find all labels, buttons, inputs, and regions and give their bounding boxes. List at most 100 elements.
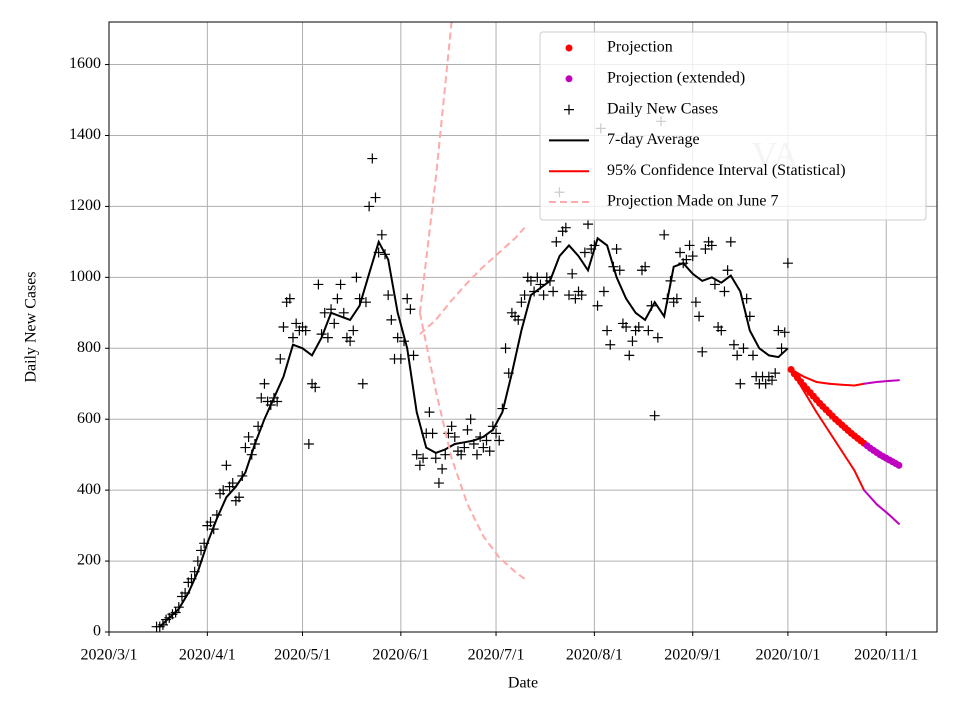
legend-marker (564, 104, 574, 115)
case-marker (779, 327, 790, 338)
case-marker (671, 293, 682, 304)
case-marker (335, 279, 346, 290)
y-tick-label: 0 (93, 623, 101, 640)
axes: 0 200 400 600 800 1000 1200 1400 1600 2020/3/1 202… (69, 55, 918, 663)
case-marker (741, 293, 752, 304)
case-marker (760, 378, 771, 389)
confidence-line (888, 513, 900, 525)
case-marker (459, 442, 470, 453)
case-marker (614, 265, 625, 276)
case-marker (513, 314, 524, 325)
case-marker (624, 350, 635, 361)
case-marker (643, 325, 654, 336)
case-marker (240, 442, 251, 453)
confidence-line (790, 368, 805, 392)
case-marker (719, 286, 730, 297)
case-marker (770, 368, 781, 379)
case-marker (414, 460, 425, 471)
case-marker (221, 460, 232, 471)
case-marker (700, 243, 711, 254)
x-tick-label: 2020/3/1 (81, 647, 138, 664)
case-marker (291, 318, 302, 329)
confidence-line (802, 375, 818, 383)
case-marker (560, 222, 571, 233)
case-marker (329, 318, 340, 329)
case-marker (427, 428, 438, 439)
case-marker (675, 247, 686, 258)
case-marker (275, 353, 286, 364)
case-marker (782, 258, 793, 269)
case-marker (322, 332, 333, 343)
legend-marker (565, 75, 573, 83)
case-marker (548, 286, 559, 297)
case-marker (433, 478, 444, 489)
case-marker (722, 265, 733, 276)
legend-label: 95% Confidence Interval (Statistical) (607, 162, 846, 179)
plot-frame (108, 21, 938, 633)
y-tick-label: 1200 (69, 197, 101, 214)
case-marker (360, 297, 371, 308)
projection-point (895, 461, 903, 469)
case-marker (300, 325, 311, 336)
case-marker (564, 290, 574, 301)
case-marker (234, 492, 245, 503)
y-axis-label: Daily New Cases (23, 271, 40, 382)
case-marker (738, 343, 749, 354)
legend-label: Projection (607, 39, 673, 56)
x-tick-label: 2020/9/1 (664, 647, 721, 664)
confidence-line (888, 379, 900, 382)
legend-box (539, 31, 927, 221)
x-tick-label: 2020/10/1 (755, 647, 820, 664)
confidence-line (863, 489, 878, 506)
case-marker (259, 378, 270, 389)
legend-label: Daily New Cases (607, 100, 718, 117)
case-marker (621, 322, 632, 332)
case-marker (519, 290, 530, 301)
case-marker (776, 343, 787, 354)
confidence-line (828, 382, 843, 386)
case-marker (284, 293, 295, 304)
june-projection-line (418, 312, 526, 580)
case-marker (446, 421, 457, 432)
confidence-line (875, 503, 891, 516)
case-marker (611, 243, 622, 254)
case-marker (735, 378, 746, 389)
case-marker (310, 382, 321, 393)
case-marker (430, 453, 441, 464)
case-marker (456, 449, 467, 460)
case-marker (383, 290, 394, 301)
case-marker (405, 304, 416, 315)
case-marker (633, 322, 644, 332)
confidence-line (875, 379, 891, 383)
case-marker (256, 392, 267, 403)
case-marker (303, 439, 314, 450)
case-marker (773, 325, 784, 336)
case-marker (332, 293, 343, 304)
y-tick-label: 800 (77, 339, 101, 356)
legend-label: 7-day Average (607, 131, 700, 148)
case-marker (338, 307, 349, 318)
x-tick-label: 2020/4/1 (179, 647, 236, 664)
y-tick-label: 1000 (69, 268, 101, 285)
confidence-line (828, 430, 843, 453)
case-marker (576, 290, 587, 301)
case-marker (687, 251, 698, 262)
legend-marker (565, 44, 573, 52)
case-marker (440, 449, 451, 460)
case-marker (272, 396, 283, 407)
case-marker (386, 314, 397, 325)
x-tick-label: 2020/11/1 (854, 647, 918, 664)
case-marker (367, 153, 378, 164)
case-marker (354, 293, 365, 304)
case-marker (748, 350, 758, 361)
confidence-line (863, 380, 878, 385)
x-tick-label: 2020/6/1 (372, 647, 429, 664)
case-marker (605, 339, 616, 350)
case-marker (484, 446, 495, 457)
case-marker (364, 201, 375, 212)
confidence-line (790, 368, 805, 378)
y-tick-label: 1400 (69, 126, 101, 143)
case-marker (684, 240, 695, 251)
case-marker (567, 268, 578, 279)
